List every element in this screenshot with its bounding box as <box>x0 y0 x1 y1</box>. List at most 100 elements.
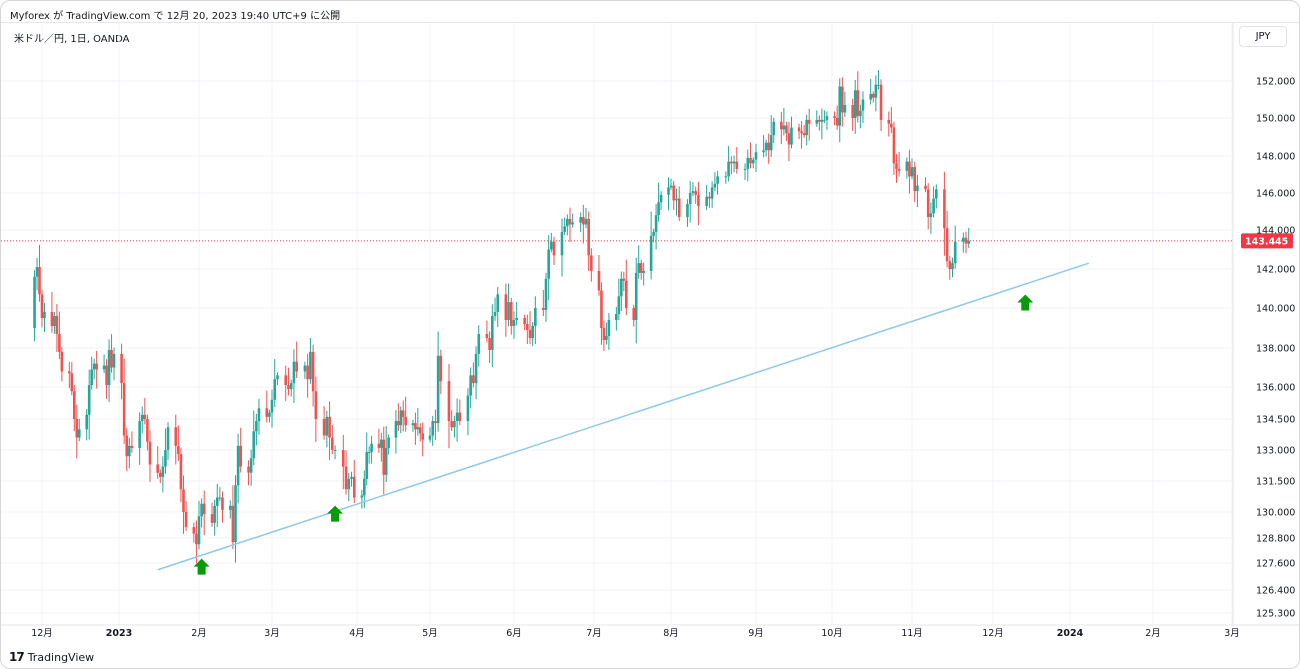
candle-body <box>466 395 470 422</box>
candle-body <box>53 316 56 326</box>
candle-body <box>257 408 261 422</box>
price-tick: 126.400 <box>1256 586 1295 597</box>
price-tick: 125.300 <box>1256 609 1295 620</box>
symbol-legend: 米ドル／円, 1日, OANDA <box>14 34 130 45</box>
candle-body <box>654 215 658 232</box>
candle-body <box>382 439 386 475</box>
candle-body <box>607 320 611 336</box>
candle-body <box>815 119 819 124</box>
candle-body <box>560 231 564 256</box>
candle-body <box>469 375 472 396</box>
candle-body <box>749 157 752 164</box>
candle-body <box>843 105 847 113</box>
candle-body <box>112 353 116 368</box>
candle-body <box>450 421 453 428</box>
candle-body <box>727 161 730 177</box>
candle-body <box>637 263 641 273</box>
support-trendline[interactable] <box>157 262 1089 571</box>
time-tick: 7月 <box>586 628 602 639</box>
candle-body <box>325 416 329 436</box>
price-tick: 152.000 <box>1256 77 1295 88</box>
candle-body <box>587 218 590 256</box>
candle-body <box>287 385 290 390</box>
candle-body <box>255 421 258 432</box>
candle-body <box>579 217 582 223</box>
candle-body <box>962 237 965 242</box>
candle-body <box>874 84 878 98</box>
candle-body <box>605 336 608 340</box>
candle-body <box>303 365 307 372</box>
candle-body <box>306 365 309 380</box>
candle-body <box>384 447 388 475</box>
candle-body <box>322 419 326 436</box>
candle-body <box>566 218 569 227</box>
candle-body <box>421 433 424 440</box>
candle-body <box>397 421 400 426</box>
candle-body <box>724 176 728 178</box>
candle-body <box>515 318 518 320</box>
candle-body <box>143 414 147 419</box>
candle-body <box>887 119 891 124</box>
candle-body <box>526 324 529 330</box>
candle-body <box>935 189 938 199</box>
candle-body <box>268 412 271 417</box>
candle-body <box>805 119 808 136</box>
candle-body <box>764 142 768 151</box>
tradingview-footer: 17 TradingView <box>9 650 94 664</box>
candle-body <box>210 514 214 523</box>
candle-body <box>708 196 711 199</box>
candle-body <box>292 361 296 384</box>
price-tick: 144.000 <box>1256 226 1295 237</box>
candle-body <box>347 478 351 490</box>
time-tick: 3月 <box>1224 628 1240 639</box>
candle-body <box>730 161 733 164</box>
candle-body <box>910 167 914 177</box>
candle-body <box>394 421 398 438</box>
candle-body <box>512 320 516 326</box>
candle-body <box>202 503 206 515</box>
price-tick: 150.000 <box>1256 114 1295 125</box>
candle-body <box>493 312 497 316</box>
candle-body <box>239 445 243 467</box>
candle-body <box>825 116 829 120</box>
time-tick: 2023 <box>106 628 132 639</box>
candle-body <box>401 410 405 417</box>
candle-body <box>33 276 36 328</box>
candle-body <box>552 241 556 256</box>
candle-body <box>221 497 224 510</box>
candle-body <box>370 443 373 453</box>
candle-body <box>314 391 318 419</box>
candle-body <box>434 421 437 424</box>
candle-body <box>531 326 534 338</box>
candle-body <box>735 161 739 169</box>
candle-body <box>833 116 836 118</box>
candle-body <box>943 189 946 229</box>
candle-body <box>138 421 141 448</box>
price-tick: 146.000 <box>1256 189 1295 200</box>
candle-body <box>218 497 222 499</box>
price-tick: 140.000 <box>1256 304 1295 315</box>
candle-body <box>107 349 111 386</box>
candle-body <box>743 168 747 170</box>
candle-body <box>688 193 692 205</box>
currency-button[interactable]: JPY <box>1239 26 1287 47</box>
candle-body <box>657 202 660 216</box>
candle-body <box>164 450 167 467</box>
candle-body <box>344 466 348 490</box>
candle-body <box>247 466 250 473</box>
candle-body <box>716 176 719 184</box>
candle-body <box>787 133 791 145</box>
candle-body <box>967 240 970 244</box>
price-tick: 127.600 <box>1256 559 1295 570</box>
candle-body <box>491 316 494 350</box>
candle-body <box>156 464 160 473</box>
candle-body <box>649 235 653 271</box>
candle-body <box>582 217 585 225</box>
candle-body <box>161 466 165 477</box>
candle-body <box>948 261 952 269</box>
candle-body <box>90 369 93 386</box>
candle-body <box>125 435 129 457</box>
candle-body <box>929 213 933 218</box>
